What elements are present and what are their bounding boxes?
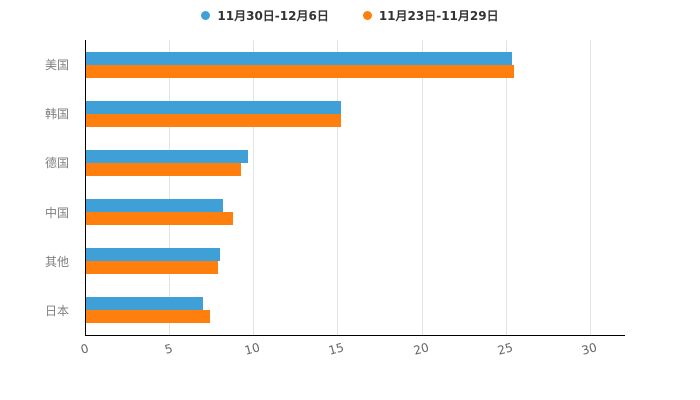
legend-item[interactable]: 11月30日-12月6日 — [201, 7, 329, 24]
legend-item[interactable]: 11月23日-11月29日 — [362, 7, 499, 24]
bar[interactable] — [85, 212, 234, 226]
bar[interactable] — [85, 51, 513, 65]
bar-group — [85, 237, 615, 286]
y-axis-line — [85, 40, 86, 335]
gridline — [421, 40, 423, 335]
y-axis-labels: 美国韩国德国中国其他日本 — [0, 40, 78, 335]
chart-legend: 11月30日-12月6日 11月23日-11月29日 — [0, 7, 700, 24]
bar-group — [85, 286, 615, 335]
x-tick-label: 25 — [495, 340, 515, 358]
x-tick-label: 20 — [411, 340, 430, 358]
legend-label: 11月23日-11月29日 — [378, 9, 499, 23]
bar[interactable] — [85, 199, 223, 213]
category-label: 日本 — [44, 303, 69, 318]
category-label: 其他 — [44, 254, 69, 269]
legend-label: 11月30日-12月6日 — [217, 9, 329, 23]
bar-group — [85, 188, 615, 237]
bar[interactable] — [85, 310, 210, 324]
x-tick-label: 5 — [163, 341, 175, 357]
bars-layer — [85, 40, 615, 335]
x-tick-label: 15 — [327, 340, 346, 358]
bar[interactable] — [85, 64, 515, 78]
gridline-layer — [85, 40, 615, 335]
chart-plot-area — [85, 40, 625, 336]
gridline — [589, 40, 591, 335]
gridline — [505, 40, 507, 335]
category-label: 中国 — [44, 205, 69, 220]
x-tick-label: 10 — [243, 340, 262, 358]
x-tick-label: 30 — [579, 340, 599, 358]
gridline — [169, 40, 171, 335]
bar[interactable] — [85, 248, 220, 262]
bar[interactable] — [85, 162, 242, 176]
x-axis-labels: 0 5 10 15 20 25 30 — [79, 340, 615, 364]
bar[interactable] — [85, 297, 203, 311]
x-tick-label: 0 — [79, 341, 91, 357]
bar-group — [85, 89, 615, 138]
bar[interactable] — [85, 149, 249, 163]
category-label: 美国 — [44, 58, 69, 73]
gridline — [253, 40, 255, 335]
bar-group — [85, 138, 615, 187]
legend-marker-icon — [201, 11, 211, 20]
bar[interactable] — [85, 100, 341, 114]
bar[interactable] — [85, 113, 341, 127]
x-axis-line — [85, 335, 625, 336]
gridline — [337, 40, 339, 335]
bar[interactable] — [85, 261, 218, 275]
category-label: 韩国 — [44, 107, 69, 122]
legend-marker-icon — [362, 11, 372, 20]
bar-group — [85, 40, 615, 89]
category-label: 德国 — [44, 156, 69, 171]
